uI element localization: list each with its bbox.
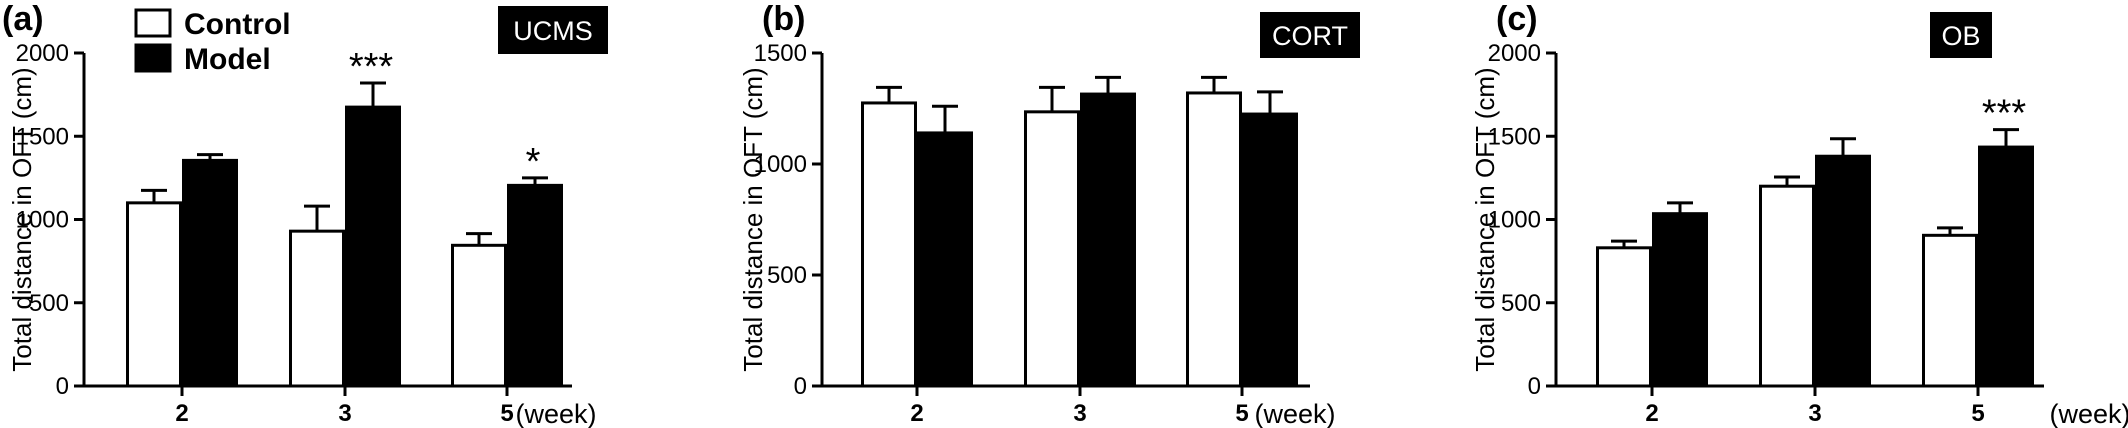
x-tick-label: 3 — [1073, 400, 1086, 427]
significance-marker: *** — [1982, 93, 2027, 135]
x-tick-label: 3 — [338, 400, 351, 427]
bar-model-week-5 — [507, 183, 563, 388]
significance-marker: *** — [349, 46, 394, 88]
y-axis-label: Total distance in OFT (cm) — [7, 67, 37, 371]
x-tick-label: 3 — [1808, 400, 1821, 427]
x-axis-unit-label: (week) — [515, 399, 596, 428]
legend-label-model: Model — [184, 43, 271, 76]
legend-swatch-control — [134, 8, 172, 38]
y-axis-label: Total distance in OFT (cm) — [738, 67, 768, 371]
bar-control-week-5 — [451, 243, 507, 388]
x-tick-label: 5 — [1971, 400, 1984, 427]
y-tick-label: 2000 — [16, 40, 69, 67]
y-tick-label: 0 — [1528, 373, 1541, 400]
y-tick-label: 500 — [767, 262, 807, 289]
y-tick-label: 500 — [1501, 290, 1541, 317]
bar-model-week-2 — [1652, 212, 1708, 388]
x-tick-label: 2 — [175, 400, 188, 427]
bar-model-week-3 — [1080, 92, 1136, 388]
legend-label-control: Control — [184, 8, 291, 41]
bar-control-week-2 — [126, 201, 182, 388]
x-axis-unit-label: (week) — [1254, 399, 1335, 428]
x-tick-label: 5 — [1235, 400, 1248, 427]
bar-control-week-3 — [289, 229, 345, 388]
panel-label: (c) — [1496, 0, 1538, 38]
y-tick-label: 0 — [56, 373, 69, 400]
y-tick-label: 0 — [794, 373, 807, 400]
bar-control-week-2 — [1596, 246, 1652, 388]
condition-badge-label: UCMS — [513, 16, 593, 46]
condition-badge — [1260, 12, 1360, 58]
significance-marker: * — [526, 141, 541, 183]
y-tick-label: 500 — [29, 290, 69, 317]
bar-model-week-5 — [1242, 112, 1298, 388]
y-tick-label: 1000 — [16, 207, 69, 234]
chart-panel-1: (a) Total distance in OFT (cm) 0 500 1000 150… — [2, 0, 608, 428]
bar-model-week-5 — [1978, 145, 2034, 388]
x-tick-label: 5 — [500, 400, 513, 427]
x-tick-label: 2 — [910, 400, 923, 427]
bar-control-week-3 — [1759, 184, 1815, 388]
legend-swatch-model — [134, 43, 172, 73]
y-tick-label: 1000 — [754, 151, 807, 178]
y-tick-label: 1500 — [1488, 123, 1541, 150]
bar-model-week-3 — [345, 105, 401, 388]
bar-control-week-5 — [1186, 91, 1242, 388]
bar-control-week-2 — [861, 101, 917, 388]
x-tick-label: 2 — [1645, 400, 1658, 427]
condition-badge — [1930, 12, 1992, 58]
chart-panel-2: (b) Total distance in OFT (cm) 0 500 1000 150… — [738, 0, 1360, 428]
panel-label: (b) — [762, 0, 805, 38]
y-tick-label: 2000 — [1488, 40, 1541, 67]
y-tick-label: 1500 — [16, 123, 69, 150]
panel-label: (a) — [2, 0, 44, 38]
bar-control-week-5 — [1922, 233, 1978, 388]
bar-model-week-2 — [182, 158, 238, 388]
condition-badge-label: CORT — [1272, 21, 1348, 51]
condition-badge — [498, 6, 608, 54]
condition-badge-label: OB — [1941, 21, 1980, 51]
y-tick-label: 1500 — [754, 40, 807, 67]
y-axis-label: Total distance in OFT (cm) — [1470, 67, 1500, 371]
chart-panel-3: (c) Total distance in OFT (cm) 0 500 1000 150… — [1470, 0, 2128, 428]
x-axis-unit-label: (week) — [2049, 399, 2128, 428]
bar-model-week-2 — [917, 131, 973, 388]
y-tick-label: 1000 — [1488, 207, 1541, 234]
bar-model-week-3 — [1815, 154, 1871, 388]
bar-control-week-3 — [1024, 110, 1080, 388]
